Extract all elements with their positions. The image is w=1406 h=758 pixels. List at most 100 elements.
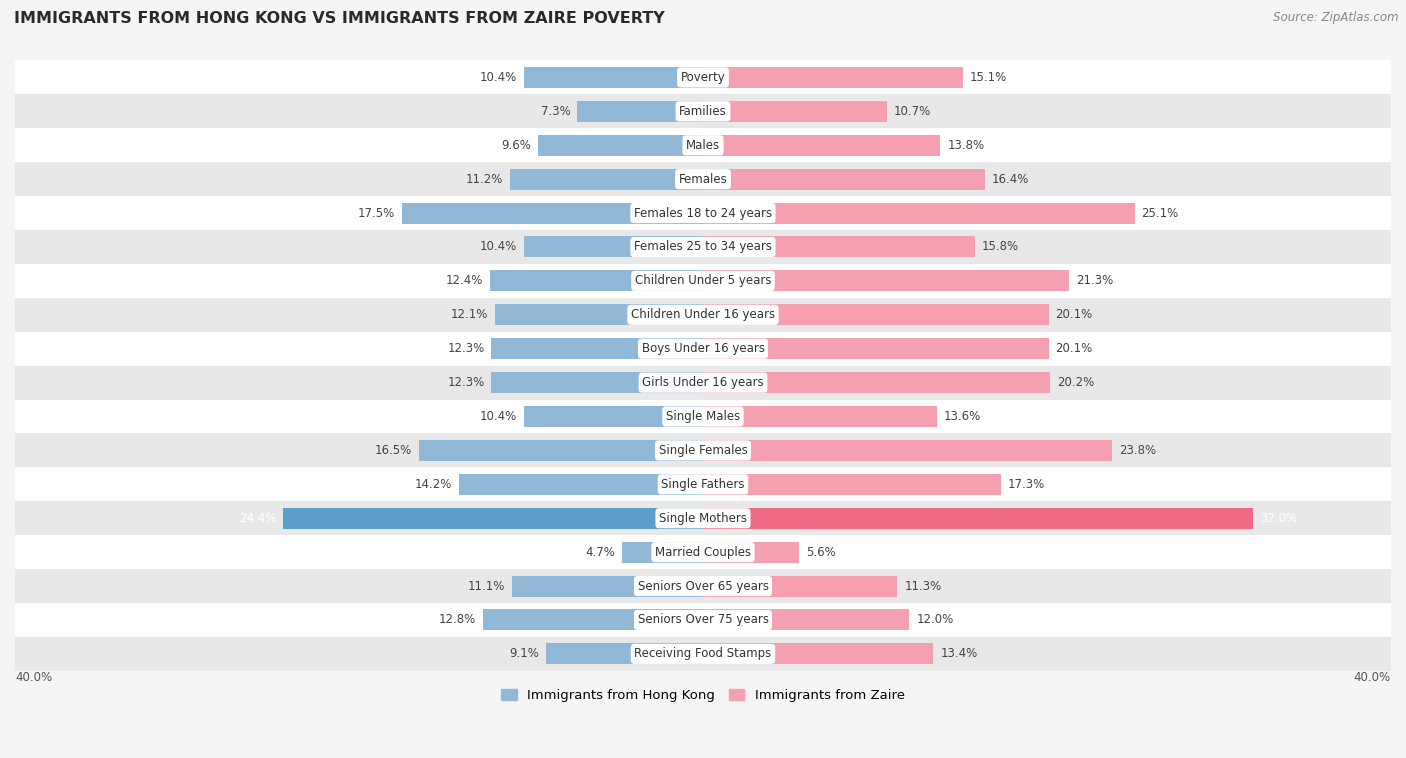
Bar bbox=[703, 406, 936, 427]
Text: 12.1%: 12.1% bbox=[451, 309, 488, 321]
Legend: Immigrants from Hong Kong, Immigrants from Zaire: Immigrants from Hong Kong, Immigrants fr… bbox=[496, 684, 910, 707]
Bar bbox=[703, 474, 1001, 495]
Bar bbox=[15, 128, 1391, 162]
Text: Seniors Over 65 years: Seniors Over 65 years bbox=[637, 580, 769, 593]
Bar bbox=[492, 372, 703, 393]
Text: Girls Under 16 years: Girls Under 16 years bbox=[643, 376, 763, 389]
Text: Children Under 5 years: Children Under 5 years bbox=[634, 274, 772, 287]
Bar bbox=[15, 196, 1391, 230]
Text: Poverty: Poverty bbox=[681, 71, 725, 84]
Bar bbox=[15, 637, 1391, 671]
Bar bbox=[703, 304, 1049, 325]
Text: Females: Females bbox=[679, 173, 727, 186]
Bar bbox=[458, 474, 703, 495]
Bar bbox=[524, 406, 703, 427]
Text: 21.3%: 21.3% bbox=[1076, 274, 1114, 287]
Text: 12.8%: 12.8% bbox=[439, 613, 477, 626]
Bar bbox=[284, 508, 703, 529]
Text: 12.4%: 12.4% bbox=[446, 274, 482, 287]
Bar bbox=[703, 101, 887, 122]
Text: IMMIGRANTS FROM HONG KONG VS IMMIGRANTS FROM ZAIRE POVERTY: IMMIGRANTS FROM HONG KONG VS IMMIGRANTS … bbox=[14, 11, 665, 27]
Text: Receiving Food Stamps: Receiving Food Stamps bbox=[634, 647, 772, 660]
Text: 25.1%: 25.1% bbox=[1142, 207, 1178, 220]
Bar bbox=[703, 338, 1049, 359]
Bar bbox=[703, 644, 934, 665]
Bar bbox=[15, 468, 1391, 501]
Text: Females 25 to 34 years: Females 25 to 34 years bbox=[634, 240, 772, 253]
Text: 11.3%: 11.3% bbox=[904, 580, 942, 593]
Bar bbox=[492, 338, 703, 359]
Text: 10.4%: 10.4% bbox=[479, 240, 517, 253]
Text: Single Mothers: Single Mothers bbox=[659, 512, 747, 525]
Bar bbox=[402, 202, 703, 224]
Bar bbox=[703, 135, 941, 155]
Text: 11.1%: 11.1% bbox=[468, 580, 505, 593]
Bar bbox=[623, 542, 703, 562]
Text: 32.0%: 32.0% bbox=[1260, 512, 1298, 525]
Text: Single Fathers: Single Fathers bbox=[661, 478, 745, 491]
Text: 17.5%: 17.5% bbox=[359, 207, 395, 220]
Text: 11.2%: 11.2% bbox=[467, 173, 503, 186]
Bar bbox=[15, 434, 1391, 468]
Bar bbox=[489, 271, 703, 291]
Text: Single Females: Single Females bbox=[658, 444, 748, 457]
Text: 13.4%: 13.4% bbox=[941, 647, 977, 660]
Bar bbox=[703, 67, 963, 88]
Text: 24.4%: 24.4% bbox=[239, 512, 277, 525]
Bar bbox=[538, 135, 703, 155]
Text: 13.6%: 13.6% bbox=[943, 410, 981, 423]
Text: 15.1%: 15.1% bbox=[970, 71, 1007, 84]
Bar bbox=[15, 264, 1391, 298]
Text: Families: Families bbox=[679, 105, 727, 117]
Text: 10.7%: 10.7% bbox=[894, 105, 931, 117]
Text: 9.1%: 9.1% bbox=[510, 647, 540, 660]
Bar bbox=[512, 575, 703, 597]
Bar bbox=[15, 501, 1391, 535]
Text: 7.3%: 7.3% bbox=[541, 105, 571, 117]
Bar bbox=[15, 61, 1391, 95]
Bar bbox=[419, 440, 703, 461]
Text: 15.8%: 15.8% bbox=[981, 240, 1019, 253]
Text: Seniors Over 75 years: Seniors Over 75 years bbox=[637, 613, 769, 626]
Text: 20.1%: 20.1% bbox=[1056, 309, 1092, 321]
Bar bbox=[703, 508, 1253, 529]
Bar bbox=[510, 168, 703, 190]
Bar bbox=[703, 372, 1050, 393]
Text: 40.0%: 40.0% bbox=[15, 671, 52, 684]
Bar bbox=[703, 542, 800, 562]
Bar bbox=[15, 569, 1391, 603]
Bar bbox=[15, 399, 1391, 434]
Text: Females 18 to 24 years: Females 18 to 24 years bbox=[634, 207, 772, 220]
Text: 13.8%: 13.8% bbox=[948, 139, 984, 152]
Bar bbox=[15, 162, 1391, 196]
Bar bbox=[15, 332, 1391, 365]
Bar bbox=[703, 440, 1112, 461]
Text: Boys Under 16 years: Boys Under 16 years bbox=[641, 342, 765, 356]
Bar bbox=[703, 202, 1135, 224]
Text: 17.3%: 17.3% bbox=[1008, 478, 1045, 491]
Text: 20.1%: 20.1% bbox=[1056, 342, 1092, 356]
Bar bbox=[703, 575, 897, 597]
Text: 14.2%: 14.2% bbox=[415, 478, 451, 491]
Bar bbox=[15, 298, 1391, 332]
Bar bbox=[15, 535, 1391, 569]
Bar bbox=[15, 365, 1391, 399]
Text: 23.8%: 23.8% bbox=[1119, 444, 1156, 457]
Bar bbox=[703, 271, 1070, 291]
Bar bbox=[15, 230, 1391, 264]
Text: Children Under 16 years: Children Under 16 years bbox=[631, 309, 775, 321]
Text: Males: Males bbox=[686, 139, 720, 152]
Bar bbox=[703, 609, 910, 631]
Text: 12.3%: 12.3% bbox=[447, 376, 485, 389]
Text: 9.6%: 9.6% bbox=[501, 139, 531, 152]
Bar bbox=[15, 95, 1391, 128]
Text: 10.4%: 10.4% bbox=[479, 71, 517, 84]
Text: 12.3%: 12.3% bbox=[447, 342, 485, 356]
Bar bbox=[15, 603, 1391, 637]
Text: 10.4%: 10.4% bbox=[479, 410, 517, 423]
Text: 16.5%: 16.5% bbox=[375, 444, 412, 457]
Text: 40.0%: 40.0% bbox=[1354, 671, 1391, 684]
Text: Single Males: Single Males bbox=[666, 410, 740, 423]
Text: Married Couples: Married Couples bbox=[655, 546, 751, 559]
Bar bbox=[703, 168, 986, 190]
